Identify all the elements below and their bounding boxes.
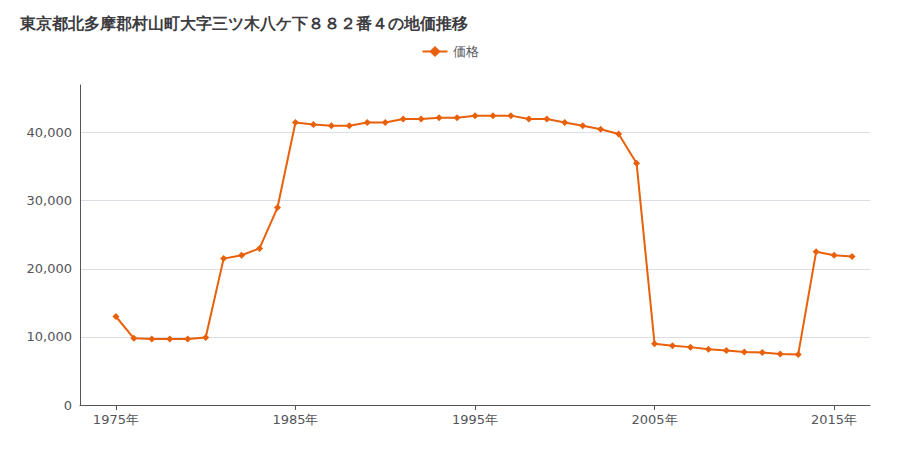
- svg-text:2015年: 2015年: [811, 412, 857, 427]
- svg-text:40,000: 40,000: [27, 125, 73, 140]
- svg-text:1995年: 1995年: [452, 412, 498, 427]
- svg-text:東京都北多摩郡村山町大字三ツ木八ケ下８８２番４の地価推移: 東京都北多摩郡村山町大字三ツ木八ケ下８８２番４の地価推移: [19, 14, 468, 33]
- svg-text:価格: 価格: [453, 44, 479, 59]
- svg-text:1985年: 1985年: [272, 412, 318, 427]
- svg-text:0: 0: [64, 398, 72, 413]
- svg-text:10,000: 10,000: [27, 329, 73, 344]
- svg-text:30,000: 30,000: [27, 193, 73, 208]
- svg-text:20,000: 20,000: [27, 261, 73, 276]
- svg-text:1975年: 1975年: [93, 412, 139, 427]
- svg-text:2005年: 2005年: [631, 412, 677, 427]
